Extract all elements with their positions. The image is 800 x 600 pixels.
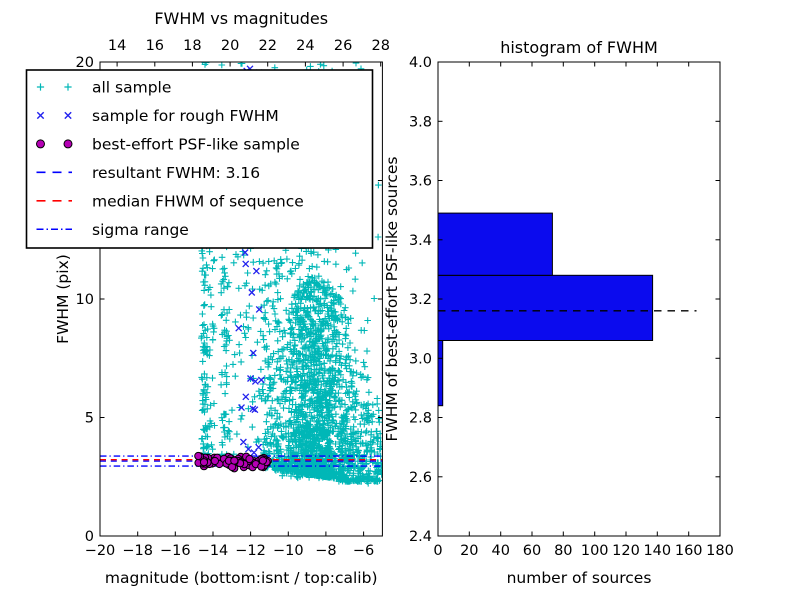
- legend-item-label: median FHWM of sequence: [92, 192, 304, 210]
- right-plot-title: histogram of FWHM: [500, 38, 658, 57]
- legend-item-label: best-effort PSF-like sample: [92, 135, 300, 153]
- x-tick-label: 140: [643, 543, 671, 559]
- legend-item: resultant FWHM: 3.16: [36, 164, 260, 182]
- x-tick-label: 160: [675, 543, 703, 559]
- y-tick-label: 3.8: [409, 114, 432, 130]
- x-marker-icon: [64, 111, 72, 120]
- legend-item-label: sample for rough FWHM: [92, 107, 279, 125]
- x-tick-label: −12: [235, 543, 266, 559]
- left-plot-title: FWHM vs magnitudes: [154, 9, 328, 28]
- x-tick-label: −6: [353, 543, 374, 559]
- top-tick-label: 22: [258, 38, 276, 54]
- y-tick-label: 5: [85, 411, 94, 427]
- top-tick-label: 16: [146, 38, 164, 54]
- x-tick-label: −14: [198, 543, 229, 559]
- top-tick-label: 24: [296, 38, 314, 54]
- x-tick-label: 180: [706, 543, 734, 559]
- legend-item-label: resultant FWHM: 3.16: [92, 164, 260, 182]
- y-tick-label: 0: [85, 529, 94, 545]
- y-tick-label: 3.4: [409, 233, 432, 249]
- legend: all sample sample for rough FWHM best-effo…: [25, 69, 374, 249]
- y-tick-label: 20: [76, 55, 94, 71]
- legend-item: best-effort PSF-like sample: [36, 135, 300, 153]
- histogram-bar: [438, 340, 444, 407]
- legend-item-label: all sample: [92, 79, 171, 97]
- top-tick-label: 20: [221, 38, 239, 54]
- legend-item: sample for rough FWHM: [36, 107, 279, 125]
- top-tick-label: 26: [334, 38, 352, 54]
- legend-item: all sample: [36, 79, 171, 97]
- x-tick-label: 60: [523, 543, 541, 559]
- right-plot-xlabel: number of sources: [507, 569, 652, 587]
- histogram-bar: [438, 274, 654, 341]
- y-tick-label: 4.0: [409, 55, 432, 71]
- right-plot: 0 20 40 60 80 100 120 140 160 180 2.4 2.6 2.8 3.0 3.2 3…: [383, 38, 734, 587]
- histogram-bar: [438, 212, 553, 276]
- top-tick-label: 28: [371, 38, 389, 54]
- x-tick-label: 40: [491, 543, 509, 559]
- legend-item: sigma range: [36, 221, 189, 239]
- x-tick-label: 80: [554, 543, 572, 559]
- plus-marker-icon: [64, 83, 72, 91]
- x-tick-label: 0: [433, 543, 442, 559]
- reference-lines: [100, 451, 383, 473]
- plus-marker-icon: [36, 83, 45, 91]
- x-tick-label: −8: [315, 543, 336, 559]
- y-tick-label: 3.0: [409, 351, 432, 367]
- right-axis-ticks: 0 20 40 60 80 100 120 140 160 180 2.4 2.6 2.8 3.0 3.2 3…: [409, 55, 734, 559]
- x-tick-label: 100: [581, 543, 609, 559]
- histogram-bars: [438, 212, 654, 407]
- x-tick-label: −18: [122, 543, 153, 559]
- x-marker-icon: [36, 111, 45, 120]
- left-plot-xlabel: magnitude (bottom:isnt / top:calib): [105, 569, 378, 587]
- legend-box: [25, 69, 374, 249]
- y-tick-label: 2.8: [409, 411, 432, 427]
- y-tick-label: 10: [76, 292, 94, 308]
- y-tick-label: 2.6: [409, 470, 432, 486]
- series-psf-like: [194, 451, 272, 473]
- right-plot-ylabel: FWHM of best-effort PSF-like sources: [383, 156, 401, 441]
- left-plot: −20 −18 −16 −14 −12 −10 −8 −6 14 16 18 20 22 24 26 28 0 5…: [54, 9, 390, 587]
- legend-item: median FHWM of sequence: [36, 192, 304, 210]
- circle-marker-icon: [63, 139, 73, 149]
- x-tick-label: 120: [612, 543, 640, 559]
- circle-marker-icon: [36, 139, 45, 149]
- y-tick-label: 3.6: [409, 174, 432, 190]
- left-plot-ylabel: FWHM (pix): [54, 254, 72, 344]
- y-tick-label: 3.2: [409, 292, 432, 308]
- legend-item-label: sigma range: [92, 221, 189, 239]
- top-tick-label: 18: [183, 38, 201, 54]
- top-tick-label: 14: [108, 38, 126, 54]
- x-tick-label: −10: [273, 543, 304, 559]
- x-tick-label: 20: [460, 543, 478, 559]
- y-tick-label: 2.4: [409, 529, 432, 545]
- x-tick-label: −16: [160, 543, 191, 559]
- x-tick-label: −20: [85, 543, 116, 559]
